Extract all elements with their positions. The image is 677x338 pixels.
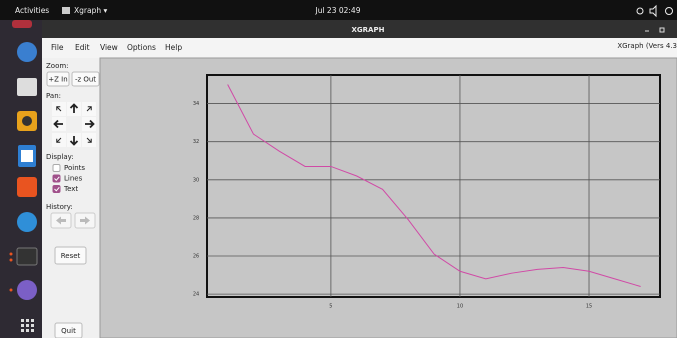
y-tick-label: 28 — [193, 215, 199, 221]
activities[interactable]: Activities — [15, 6, 49, 15]
plot-frame — [207, 75, 660, 297]
screen: Activities Xgraph ▾ Jul 23 02:49 XGRAPH … — [0, 0, 677, 338]
option-label[interactable]: Lines — [64, 175, 83, 183]
zoom-out[interactable]: -z Out — [75, 76, 96, 84]
menu-item[interactable]: Options — [127, 43, 156, 52]
pan-label: Pan: — [46, 92, 61, 100]
y-tick-label: 34 — [193, 101, 199, 107]
menu-item[interactable]: File — [51, 43, 64, 52]
y-tick-label: 24 — [193, 292, 199, 298]
checkbox[interactable] — [53, 186, 60, 193]
menu-item[interactable]: Edit — [75, 43, 90, 52]
app-icon — [62, 7, 70, 14]
y-tick-label: 30 — [193, 177, 199, 183]
menu-item[interactable]: View — [100, 43, 118, 52]
x-tick-label: 15 — [586, 304, 592, 310]
option-label[interactable]: Text — [63, 185, 78, 193]
history-label: History: — [46, 203, 73, 211]
zoom-label: Zoom: — [46, 62, 69, 70]
checkbox[interactable] — [53, 175, 60, 182]
version: XGraph (Vers 4.3 — [617, 42, 677, 50]
reset[interactable]: Reset — [61, 252, 81, 260]
control-panel — [42, 58, 100, 338]
display-label: Display: — [46, 153, 74, 161]
menu-item[interactable]: Help — [165, 43, 182, 52]
clock[interactable]: Jul 23 02:49 — [315, 6, 361, 15]
checkbox[interactable] — [53, 165, 60, 172]
window-title: XGRAPH — [352, 26, 385, 34]
app-menu[interactable]: Xgraph ▾ — [74, 6, 107, 15]
zoom-in[interactable]: +Z In — [48, 76, 67, 84]
y-tick-label: 26 — [193, 254, 199, 260]
y-tick-label: 32 — [193, 139, 199, 145]
quit[interactable]: Quit — [61, 327, 76, 335]
x-tick-label: 5 — [329, 304, 332, 310]
x-tick-label: 10 — [457, 304, 463, 310]
option-label[interactable]: Points — [64, 164, 85, 172]
